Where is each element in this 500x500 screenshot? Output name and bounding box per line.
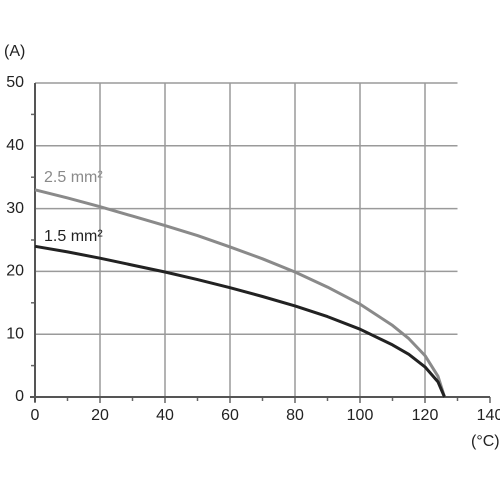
y-tick-label: 10 (6, 325, 24, 342)
series-label: 1.5 mm² (44, 228, 103, 245)
x-tick-label: 20 (91, 407, 109, 424)
y-tick-label: 0 (15, 388, 24, 405)
x-tick-label: 120 (412, 407, 439, 424)
y-tick-label: 50 (6, 74, 24, 91)
y-axis-label: (A) (4, 43, 25, 60)
x-tick-label: 80 (286, 407, 304, 424)
y-tick-label: 20 (6, 263, 24, 280)
x-tick-label: 60 (221, 407, 239, 424)
x-axis-label: (°C) (471, 433, 500, 450)
x-tick-label: 100 (347, 407, 374, 424)
y-tick-label: 30 (6, 200, 24, 217)
x-tick-label: 0 (31, 407, 40, 424)
series-label: 2.5 mm² (44, 169, 103, 186)
y-tick-label: 40 (6, 137, 24, 154)
series-line (34, 244, 446, 398)
series-line (34, 188, 446, 398)
x-tick-label: 40 (156, 407, 174, 424)
x-tick-label: 140 (477, 407, 500, 424)
